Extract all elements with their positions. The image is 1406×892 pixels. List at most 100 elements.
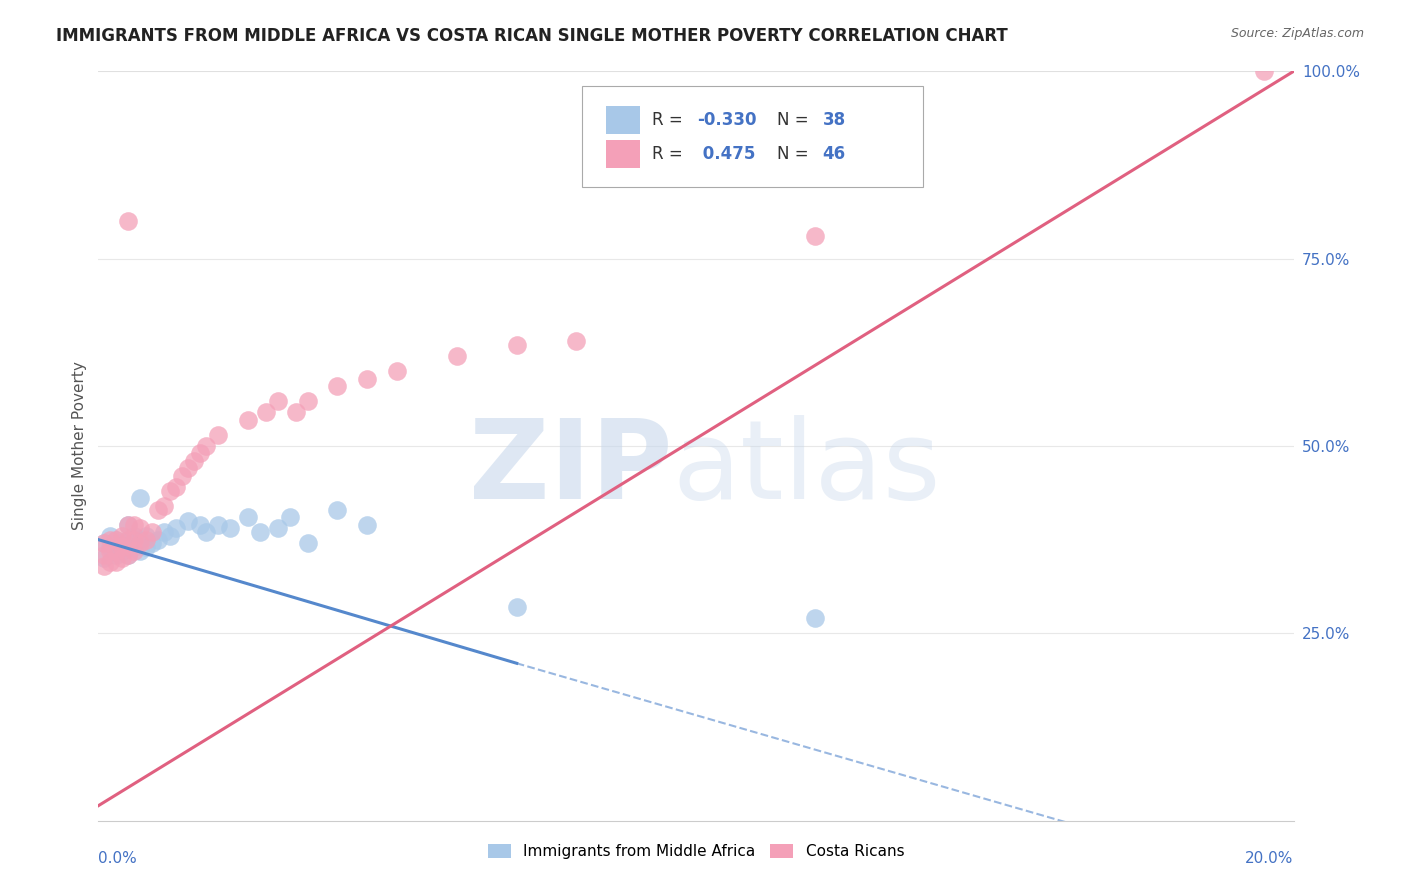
Point bbox=[506, 600, 529, 615]
FancyBboxPatch shape bbox=[582, 87, 922, 187]
Point bbox=[135, 540, 157, 554]
Point bbox=[98, 544, 122, 558]
Point bbox=[297, 536, 319, 550]
Point bbox=[506, 338, 529, 352]
Point bbox=[111, 529, 134, 543]
Point bbox=[177, 514, 200, 528]
Point bbox=[148, 533, 170, 547]
Point bbox=[165, 480, 187, 494]
Text: Source: ZipAtlas.com: Source: ZipAtlas.com bbox=[1230, 27, 1364, 40]
Point bbox=[124, 533, 146, 547]
Point bbox=[98, 533, 122, 547]
Point bbox=[117, 533, 139, 547]
Point bbox=[129, 533, 152, 547]
Point bbox=[159, 483, 181, 498]
Point bbox=[93, 536, 115, 550]
Point bbox=[117, 517, 139, 532]
Point bbox=[105, 533, 128, 547]
Point bbox=[129, 536, 152, 550]
Point bbox=[111, 544, 134, 558]
Point bbox=[117, 548, 139, 562]
Point bbox=[153, 525, 176, 540]
Point bbox=[98, 555, 122, 569]
Point bbox=[159, 529, 181, 543]
Point bbox=[98, 529, 122, 543]
Point bbox=[195, 439, 218, 453]
Point bbox=[195, 525, 218, 540]
Text: R =: R = bbox=[652, 112, 688, 129]
Point bbox=[129, 491, 152, 506]
Point bbox=[135, 529, 157, 543]
Point bbox=[117, 533, 139, 547]
Point bbox=[207, 427, 229, 442]
Point bbox=[356, 371, 378, 385]
Point bbox=[105, 533, 128, 547]
Text: -0.330: -0.330 bbox=[697, 112, 756, 129]
Point bbox=[153, 499, 176, 513]
Point bbox=[105, 544, 128, 558]
Point bbox=[93, 536, 115, 550]
Point bbox=[267, 394, 290, 409]
Point bbox=[183, 454, 205, 468]
Point bbox=[105, 555, 128, 569]
Point bbox=[188, 517, 211, 532]
Point bbox=[141, 525, 163, 540]
Point bbox=[326, 502, 349, 516]
Point bbox=[284, 405, 307, 419]
Point bbox=[129, 521, 152, 535]
Point bbox=[297, 394, 319, 409]
Point bbox=[111, 540, 134, 554]
Point bbox=[356, 517, 378, 532]
Point bbox=[207, 517, 229, 532]
Point bbox=[117, 517, 139, 532]
Text: ZIP: ZIP bbox=[468, 415, 672, 522]
Point bbox=[446, 349, 468, 363]
Point bbox=[98, 540, 122, 554]
Point bbox=[111, 536, 134, 550]
FancyBboxPatch shape bbox=[606, 106, 640, 135]
Text: R =: R = bbox=[652, 145, 688, 162]
Point bbox=[93, 551, 115, 566]
Point bbox=[249, 525, 271, 540]
Point bbox=[111, 551, 134, 566]
Point bbox=[188, 446, 211, 460]
Point bbox=[565, 334, 588, 348]
Text: 38: 38 bbox=[823, 112, 846, 129]
Point bbox=[141, 536, 163, 550]
FancyBboxPatch shape bbox=[606, 139, 640, 168]
Point bbox=[254, 405, 277, 419]
Point bbox=[804, 611, 827, 625]
Text: 0.475: 0.475 bbox=[697, 145, 755, 162]
Point bbox=[804, 229, 827, 244]
Point bbox=[236, 510, 259, 524]
Point bbox=[385, 364, 409, 378]
Point bbox=[172, 469, 194, 483]
Point bbox=[278, 510, 301, 524]
Point bbox=[267, 521, 290, 535]
Point bbox=[165, 521, 187, 535]
Text: atlas: atlas bbox=[672, 415, 941, 522]
Point bbox=[177, 461, 200, 475]
Point bbox=[124, 540, 146, 554]
Point bbox=[1253, 64, 1275, 78]
Legend: Immigrants from Middle Africa, Costa Ricans: Immigrants from Middle Africa, Costa Ric… bbox=[482, 838, 910, 865]
Point bbox=[117, 548, 139, 562]
Point bbox=[124, 529, 146, 543]
Point bbox=[93, 558, 115, 573]
Point bbox=[219, 521, 242, 535]
Point bbox=[236, 413, 259, 427]
Point bbox=[326, 379, 349, 393]
Y-axis label: Single Mother Poverty: Single Mother Poverty bbox=[72, 361, 87, 531]
Text: N =: N = bbox=[778, 145, 814, 162]
Point bbox=[124, 544, 146, 558]
Text: N =: N = bbox=[778, 112, 814, 129]
Point bbox=[105, 544, 128, 558]
Text: 0.0%: 0.0% bbox=[98, 851, 138, 865]
Text: 46: 46 bbox=[823, 145, 846, 162]
Point bbox=[124, 517, 146, 532]
Text: IMMIGRANTS FROM MIDDLE AFRICA VS COSTA RICAN SINGLE MOTHER POVERTY CORRELATION C: IMMIGRANTS FROM MIDDLE AFRICA VS COSTA R… bbox=[56, 27, 1008, 45]
Point bbox=[135, 533, 157, 547]
Point bbox=[93, 548, 115, 562]
Point bbox=[105, 548, 128, 562]
Text: 20.0%: 20.0% bbox=[1246, 851, 1294, 865]
